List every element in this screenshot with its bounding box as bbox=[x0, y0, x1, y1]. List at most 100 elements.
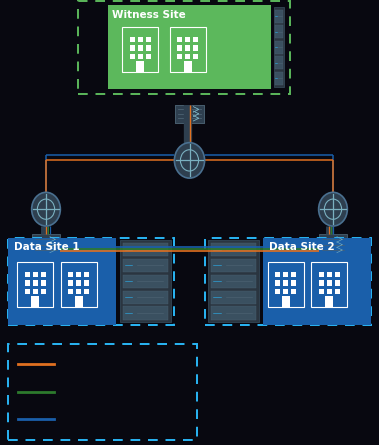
Bar bbox=[146, 45, 151, 51]
Bar bbox=[205, 238, 371, 324]
Circle shape bbox=[174, 143, 205, 178]
Bar bbox=[177, 45, 182, 51]
Bar bbox=[177, 54, 182, 59]
Bar bbox=[211, 275, 256, 288]
Bar bbox=[25, 289, 30, 294]
Text: Data Site 2: Data Site 2 bbox=[269, 243, 334, 252]
Text: Witness Site: Witness Site bbox=[112, 10, 186, 20]
Bar bbox=[138, 37, 143, 42]
Bar bbox=[8, 344, 197, 440]
Bar bbox=[335, 272, 340, 277]
Bar bbox=[130, 54, 135, 59]
Bar bbox=[76, 289, 81, 294]
Bar bbox=[184, 61, 191, 72]
Bar bbox=[33, 280, 38, 286]
Bar bbox=[185, 37, 190, 42]
Bar bbox=[123, 307, 168, 320]
Bar bbox=[17, 263, 53, 307]
Bar bbox=[335, 280, 340, 286]
Bar bbox=[33, 289, 38, 294]
Bar bbox=[25, 272, 30, 277]
Bar bbox=[291, 289, 296, 294]
Bar bbox=[85, 280, 89, 286]
Bar bbox=[123, 275, 168, 288]
Bar bbox=[85, 272, 89, 277]
Bar bbox=[75, 295, 83, 307]
Bar bbox=[282, 295, 290, 307]
Bar bbox=[211, 243, 256, 256]
Bar bbox=[275, 272, 280, 277]
Bar bbox=[76, 280, 81, 286]
Bar bbox=[193, 45, 198, 51]
Circle shape bbox=[319, 192, 347, 226]
Bar bbox=[130, 37, 135, 42]
Bar bbox=[319, 280, 324, 286]
Bar bbox=[275, 57, 283, 69]
Bar bbox=[138, 45, 143, 51]
Text: Data Site 1: Data Site 1 bbox=[14, 243, 80, 252]
Bar bbox=[311, 263, 347, 307]
Bar bbox=[319, 289, 324, 294]
Bar bbox=[68, 289, 73, 294]
Bar bbox=[175, 105, 204, 123]
Bar bbox=[122, 27, 158, 72]
Bar bbox=[68, 280, 73, 286]
Bar bbox=[327, 280, 332, 286]
Bar bbox=[319, 234, 347, 255]
Bar bbox=[263, 238, 371, 324]
Bar bbox=[185, 54, 190, 59]
Bar bbox=[275, 289, 280, 294]
Bar bbox=[211, 307, 256, 320]
Bar bbox=[335, 289, 340, 294]
Bar bbox=[274, 8, 284, 87]
Bar bbox=[130, 45, 135, 51]
Bar bbox=[136, 61, 144, 72]
Bar bbox=[275, 72, 283, 85]
Bar bbox=[283, 289, 288, 294]
Bar bbox=[85, 289, 89, 294]
Bar bbox=[275, 25, 283, 38]
Bar bbox=[327, 272, 332, 277]
Bar bbox=[78, 1, 290, 94]
Bar bbox=[319, 272, 324, 277]
Bar bbox=[123, 259, 168, 272]
Bar bbox=[68, 272, 73, 277]
Bar bbox=[193, 54, 198, 59]
Bar bbox=[61, 263, 97, 307]
Bar bbox=[146, 37, 151, 42]
Bar bbox=[283, 280, 288, 286]
Bar bbox=[193, 37, 198, 42]
Bar bbox=[208, 240, 259, 322]
Bar bbox=[138, 54, 143, 59]
Bar bbox=[123, 243, 168, 256]
Bar bbox=[31, 295, 39, 307]
Bar bbox=[283, 272, 288, 277]
Bar bbox=[211, 259, 256, 272]
Circle shape bbox=[32, 192, 60, 226]
Bar bbox=[275, 10, 283, 23]
Bar bbox=[146, 54, 151, 59]
Bar bbox=[211, 291, 256, 303]
Bar bbox=[76, 272, 81, 277]
Bar bbox=[268, 263, 304, 307]
Bar bbox=[8, 238, 174, 324]
Bar bbox=[175, 105, 204, 123]
Bar bbox=[170, 27, 205, 72]
Bar bbox=[291, 272, 296, 277]
Bar bbox=[291, 280, 296, 286]
Bar bbox=[185, 45, 190, 51]
Bar bbox=[25, 280, 30, 286]
Bar bbox=[120, 240, 171, 322]
Bar bbox=[275, 41, 283, 54]
Bar bbox=[108, 5, 271, 89]
Bar bbox=[327, 289, 332, 294]
Bar bbox=[41, 289, 46, 294]
Bar bbox=[41, 272, 46, 277]
Bar bbox=[41, 280, 46, 286]
Bar bbox=[8, 238, 116, 324]
Bar bbox=[325, 295, 333, 307]
Bar bbox=[275, 280, 280, 286]
Bar bbox=[32, 234, 60, 255]
Bar bbox=[33, 272, 38, 277]
Bar bbox=[123, 291, 168, 303]
